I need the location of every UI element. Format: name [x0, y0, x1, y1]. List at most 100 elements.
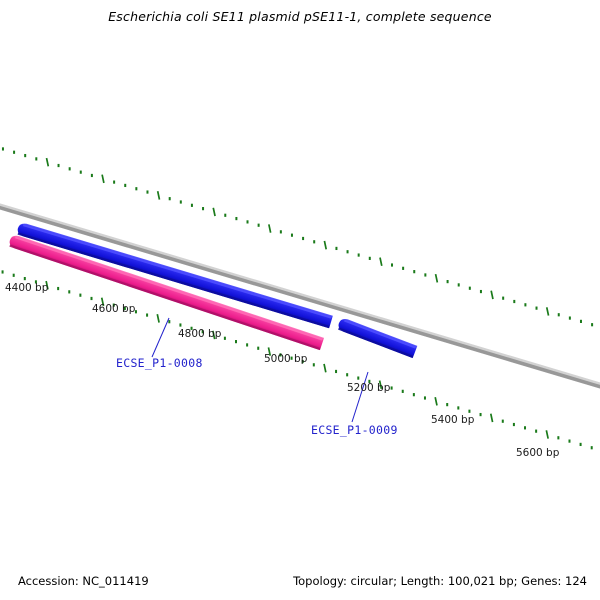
ruler-minor-tick — [235, 340, 237, 344]
ruler-major-tick — [379, 257, 383, 267]
ruler-minor-tick — [412, 393, 415, 397]
ruler-minor-tick — [579, 319, 582, 323]
ruler-minor-tick — [557, 436, 560, 440]
ruler-minor-tick — [579, 442, 582, 447]
ruler-minor-tick — [13, 150, 16, 154]
gene-name-label[interactable]: ECSE_P1-0009 — [311, 423, 398, 437]
ruler-minor-tick — [357, 253, 360, 257]
gene-label-leader-line — [351, 371, 369, 423]
page-title: Escherichia coli SE11 plasmid pSE11-1, c… — [108, 9, 492, 24]
ruler-minor-tick — [246, 220, 249, 224]
ruler-minor-tick — [368, 256, 371, 260]
ruler-minor-tick — [368, 379, 371, 383]
gene-label-leader-line — [151, 317, 170, 358]
ruler-minor-tick — [568, 439, 571, 443]
ruler-minor-tick — [468, 286, 471, 290]
ruler-minor-tick — [112, 303, 115, 307]
ruler-minor-tick — [512, 422, 515, 427]
backbone-line — [0, 203, 600, 389]
ruler-major-tick — [490, 290, 494, 300]
ruler-minor-tick — [312, 363, 315, 367]
ruler-minor-tick — [568, 316, 571, 320]
ruler-minor-tick — [335, 246, 338, 251]
ruler-minor-tick — [591, 323, 594, 327]
ruler-minor-tick — [113, 180, 116, 184]
gene-feature-layer[interactable] — [8, 222, 418, 359]
ruler-minor-tick — [24, 153, 27, 158]
ruler-minor-tick — [79, 293, 82, 297]
ruler-minor-tick — [190, 326, 193, 330]
ruler-minor-tick — [279, 230, 282, 234]
ruler-minor-tick — [201, 330, 204, 334]
ruler-minor-tick — [279, 353, 282, 357]
gene-name-label[interactable]: ECSE_P1-0008 — [116, 356, 203, 370]
ruler-minor-tick — [446, 403, 449, 407]
ruler-minor-tick — [535, 306, 538, 310]
ruler-major-tick — [156, 314, 160, 323]
ruler-major-tick — [45, 157, 50, 167]
gene-feature[interactable] — [8, 234, 325, 351]
ruler-minor-tick — [123, 306, 126, 311]
ruler-minor-tick — [524, 303, 527, 307]
ruler-minor-tick — [401, 389, 404, 393]
ruler-minor-tick — [224, 213, 227, 217]
ruler-minor-tick — [202, 207, 205, 211]
ruler-position-label: 4400 bp — [5, 282, 49, 294]
ruler-minor-tick — [146, 313, 149, 317]
ruler-position-label: 5000 bp — [264, 353, 308, 365]
ruler-minor-tick — [313, 240, 316, 244]
accession-status: Accession: NC_011419 — [18, 574, 149, 588]
ruler-minor-tick — [23, 276, 26, 281]
ruler-minor-tick — [357, 376, 360, 380]
ruler-minor-tick — [446, 280, 449, 284]
ruler-minor-tick — [68, 167, 71, 171]
ruler-minor-tick — [179, 323, 182, 327]
ruler-major-tick — [267, 347, 272, 356]
ruler-minor-tick — [501, 419, 504, 423]
ruler-minor-tick — [79, 170, 82, 174]
ruler-minor-tick — [168, 320, 171, 324]
ruler-minor-tick — [346, 373, 349, 377]
ruler-minor-tick — [12, 273, 15, 277]
gene-labels[interactable]: ECSE_P1-0008 ECSE_P1-0009 — [116, 356, 398, 437]
ruler-position-label: 4600 bp — [92, 303, 136, 315]
ruler-minor-tick — [590, 446, 593, 450]
ruler-minor-tick — [257, 346, 260, 350]
ruler-major-tick — [434, 396, 438, 406]
ruler-minor-tick — [34, 280, 37, 284]
ruler-minor-tick — [146, 190, 149, 194]
ruler-minor-tick — [391, 263, 394, 267]
ruler-minor-tick — [168, 197, 171, 201]
sequence-summary-status: Topology: circular; Length: 100,021 bp; … — [293, 574, 587, 588]
ruler-minor-tick — [457, 406, 460, 410]
ruler-minor-tick — [90, 296, 93, 301]
ruler-major-tick — [212, 207, 216, 217]
ruler-minor-tick — [390, 386, 393, 390]
gene-feature[interactable] — [337, 317, 418, 359]
ruler-major-tick — [489, 413, 494, 423]
ruler-position-label: 4800 bp — [178, 328, 222, 340]
ruler-minor-tick — [513, 299, 516, 304]
ruler-position-label: 5200 bp — [347, 382, 391, 394]
ruler-minor-tick — [1, 270, 4, 274]
ruler-minor-tick — [535, 429, 538, 433]
ruler-major-tick — [323, 240, 328, 250]
ruler-major-tick — [434, 273, 439, 283]
ruler-tick-marks — [1, 147, 594, 450]
ruler-minor-tick — [502, 296, 505, 300]
ruler-minor-tick — [68, 290, 71, 294]
ruler-minor-tick — [57, 163, 60, 168]
ruler-minor-tick — [1, 147, 4, 151]
ruler-minor-tick — [468, 409, 471, 413]
ruler-minor-tick — [135, 187, 138, 191]
ruler-minor-tick — [301, 359, 304, 364]
ruler-major-tick — [268, 224, 272, 233]
ruler-minor-tick — [57, 286, 60, 291]
ruler-major-tick — [378, 380, 383, 390]
ruler-minor-tick — [423, 396, 426, 400]
ruler-major-tick — [545, 430, 549, 439]
ruler-minor-tick — [335, 369, 338, 374]
gene-feature[interactable] — [16, 222, 333, 329]
ruler-minor-tick — [134, 310, 137, 314]
